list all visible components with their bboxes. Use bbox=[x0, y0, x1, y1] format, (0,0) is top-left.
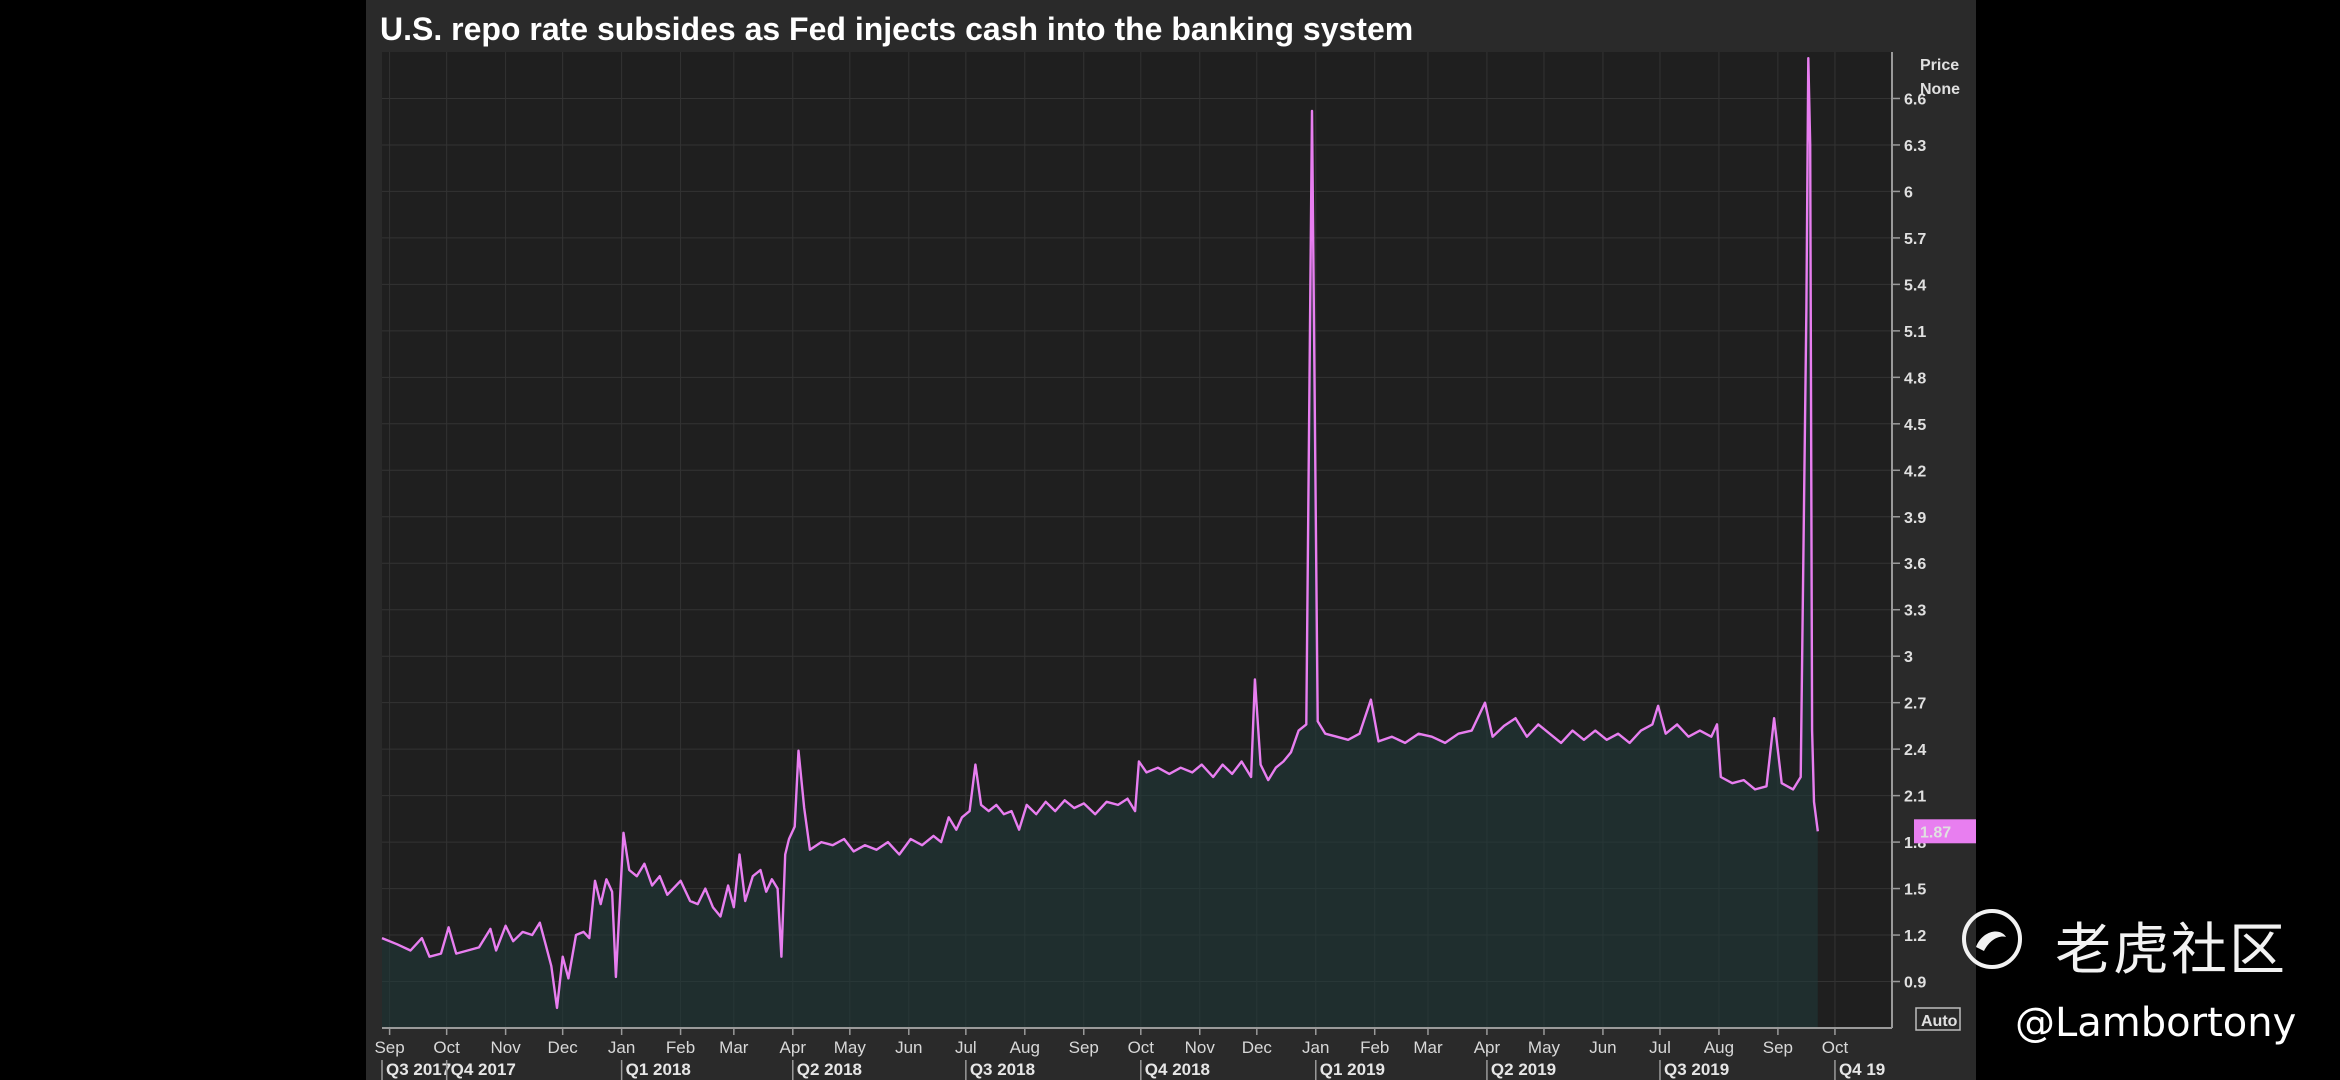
quarter-tick-label: Q2 2019 bbox=[1491, 1060, 1556, 1079]
x-tick-label: Jun bbox=[895, 1038, 922, 1057]
x-tick-label: Sep bbox=[1763, 1038, 1793, 1057]
x-tick-label: Mar bbox=[1413, 1038, 1443, 1057]
x-tick-label: Oct bbox=[1128, 1038, 1155, 1057]
y-tick-label: 6.6 bbox=[1904, 91, 1926, 108]
auto-scale-button[interactable] bbox=[1915, 1007, 1961, 1031]
chart-frame: U.S. repo rate subsides as Fed injects c… bbox=[366, 0, 1976, 1080]
y-tick-label: 3.3 bbox=[1904, 603, 1926, 620]
x-tick-label: Aug bbox=[1704, 1038, 1734, 1057]
x-tick-label: Aug bbox=[1010, 1038, 1040, 1057]
y-tick-label: 6.3 bbox=[1904, 138, 1926, 155]
x-ticks: Sep Oct Nov Dec Jan Feb Mar Apr May Jun Jul Aug Sep O… bbox=[374, 1028, 1848, 1057]
x-tick-label: Nov bbox=[1185, 1038, 1216, 1057]
y-tick-label: 3 bbox=[1904, 649, 1913, 666]
x-tick-label: Feb bbox=[666, 1038, 695, 1057]
y-tick-label: 0.9 bbox=[1904, 975, 1926, 992]
x-tick-label: Sep bbox=[374, 1038, 404, 1057]
last-value-tag: 1.87 bbox=[1914, 819, 1976, 844]
x-tick-label: Dec bbox=[548, 1038, 579, 1057]
x-tick-label: Jul bbox=[1649, 1038, 1671, 1057]
y-tick-label: 4.5 bbox=[1904, 417, 1926, 434]
x-tick-label: Sep bbox=[1069, 1038, 1099, 1057]
quarter-tick-label: Q1 2018 bbox=[626, 1060, 691, 1079]
y-ticks: 0.91.21.51.82.12.42.733.33.63.94.24.54.8… bbox=[1892, 91, 1926, 992]
x-tick-label: May bbox=[1528, 1038, 1561, 1057]
quarter-tick-label: Q4 2017 bbox=[451, 1060, 516, 1079]
y-tick-label: 1.2 bbox=[1904, 928, 1926, 945]
y-tick-label: 5.4 bbox=[1904, 277, 1926, 294]
quarter-tick-label: Q3 2018 bbox=[970, 1060, 1035, 1079]
quarter-ticks: Q3 2017 Q4 2017 Q1 2018 Q2 2018 Q3 2018 Q4 20… bbox=[381, 1060, 1885, 1080]
y-axis-header-price: Price bbox=[1920, 57, 1959, 74]
chart-title: U.S. repo rate subsides as Fed injects c… bbox=[380, 11, 1413, 47]
quarter-tick-label: Q1 2019 bbox=[1320, 1060, 1385, 1079]
tiger-logo-icon bbox=[1962, 909, 2022, 969]
x-tick-label: Jan bbox=[608, 1038, 635, 1057]
x-tick-label: Jan bbox=[1302, 1038, 1329, 1057]
x-tick-label: Nov bbox=[490, 1038, 521, 1057]
quarter-tick-label: Q4 19 bbox=[1839, 1060, 1885, 1079]
series-area-fill bbox=[382, 58, 1818, 1028]
y-tick-label: 2.4 bbox=[1904, 742, 1926, 759]
y-tick-label: 5.7 bbox=[1904, 231, 1926, 248]
quarter-tick-label: Q2 2018 bbox=[797, 1060, 862, 1079]
y-tick-label: 5.1 bbox=[1904, 324, 1926, 341]
watermark-username: @Lambortony bbox=[2015, 1000, 2297, 1046]
x-tick-label: Dec bbox=[1242, 1038, 1273, 1057]
y-tick-label: 4.2 bbox=[1904, 463, 1926, 480]
x-tick-label: Jul bbox=[955, 1038, 977, 1057]
x-tick-label: Mar bbox=[719, 1038, 749, 1057]
y-tick-label: 3.6 bbox=[1904, 556, 1926, 573]
last-value-label: 1.87 bbox=[1920, 824, 1951, 841]
last-value-box bbox=[1914, 819, 1976, 844]
x-tick-label: Jun bbox=[1589, 1038, 1616, 1057]
y-tick-label: 6 bbox=[1904, 184, 1913, 201]
quarter-tick-label: Q3 2019 bbox=[1664, 1060, 1729, 1079]
quarter-tick-label: Q4 2018 bbox=[1145, 1060, 1210, 1079]
series-line bbox=[381, 57, 1819, 1010]
x-tick-label: Feb bbox=[1360, 1038, 1389, 1057]
y-tick-label: 1.5 bbox=[1904, 882, 1926, 899]
x-tick-label: Oct bbox=[1822, 1038, 1849, 1057]
series-layer bbox=[381, 57, 1819, 1028]
x-tick-label: Oct bbox=[433, 1038, 460, 1057]
quarter-tick-label: Q3 2017 bbox=[386, 1060, 451, 1079]
auto-scale-label: Auto bbox=[1921, 1013, 1958, 1030]
y-tick-label: 2.1 bbox=[1904, 789, 1926, 806]
x-tick-label: May bbox=[834, 1038, 867, 1057]
y-tick-label: 2.7 bbox=[1904, 696, 1926, 713]
x-tick-label: Apr bbox=[1474, 1038, 1501, 1057]
y-tick-label: 3.9 bbox=[1904, 510, 1926, 527]
y-tick-label: 4.8 bbox=[1904, 370, 1926, 387]
y-axis-header-none: None bbox=[1920, 81, 1960, 98]
watermark-brand: 老虎社区 bbox=[2055, 918, 2287, 983]
x-tick-label: Apr bbox=[780, 1038, 807, 1057]
chart-svg: U.S. repo rate subsides as Fed injects c… bbox=[366, 0, 1976, 1080]
